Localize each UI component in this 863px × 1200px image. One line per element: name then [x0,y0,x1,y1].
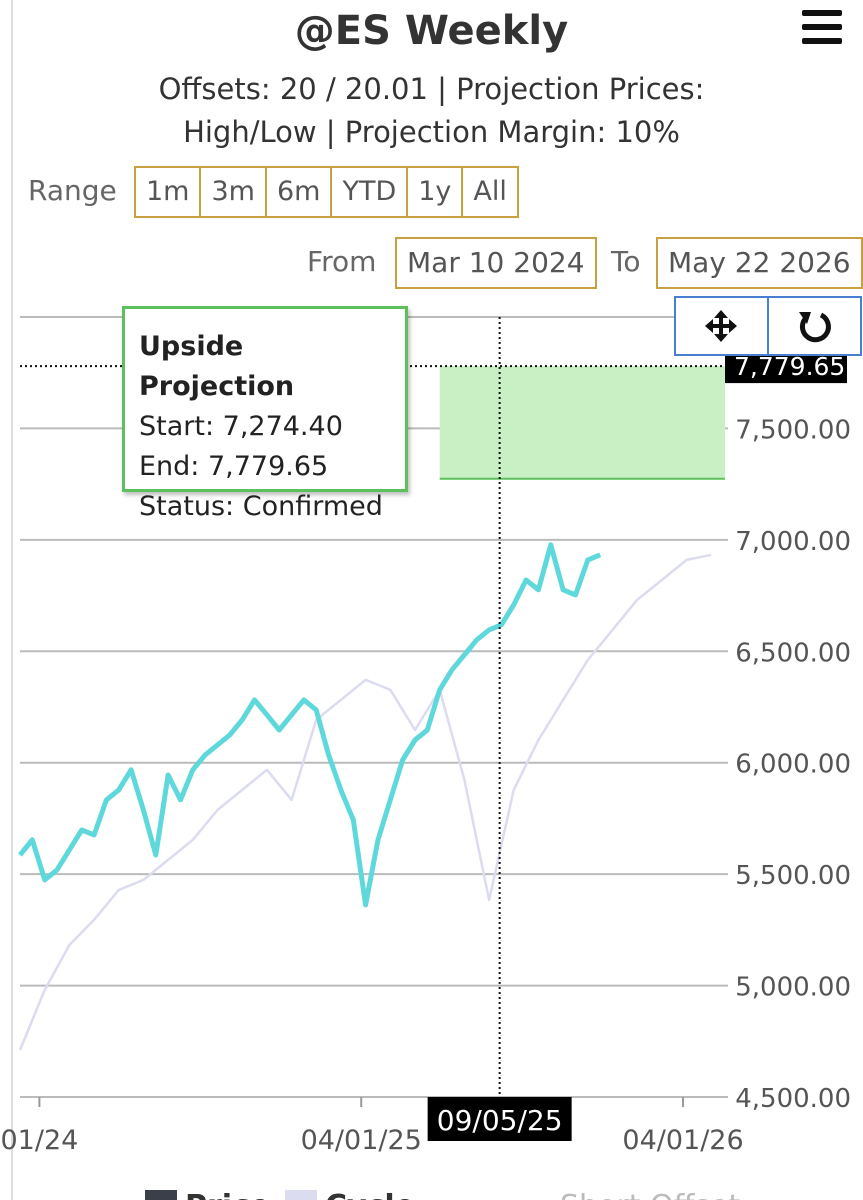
reset-icon [799,312,831,343]
legend-label: Price [185,1189,270,1200]
pan-icon [705,310,737,342]
tooltip-title: Upside Projection [139,331,295,402]
range-buttons: 1m 3m 6m YTD 1y All [134,166,519,218]
series-line [18,553,712,1051]
y-tick-label: 5,000.00 [735,973,851,1003]
x-tick-label: 01/24 [0,1125,78,1156]
chart-title: @ES Weekly [294,8,569,54]
tooltip: Upside Projection Start: 7,274.40 End: 7,… [122,306,408,522]
range-button[interactable]: 3m [201,168,267,216]
tooltip-line: Status: Confirmed [139,491,383,522]
chart-subtitle: Offsets: 20 / 20.01 | Projection Prices:… [158,72,705,149]
y-tick-label: 6,000.00 [735,750,851,780]
from-label: From [307,245,377,278]
tooltip-line: End: 7,779.65 [139,451,329,482]
projection-zone [439,366,725,479]
chart-tools [674,296,862,356]
to-input[interactable]: May 22 2026 [656,237,863,289]
range-button[interactable]: 1y [408,168,464,216]
from-input[interactable]: Mar 10 2024 [395,237,597,289]
range-button[interactable]: 6m [267,168,333,216]
y-tick-label: 6,500.00 [735,638,851,668]
x-tick-label: 04/01/25 [301,1125,422,1156]
menu-button[interactable] [802,10,842,52]
plot-layer [18,316,728,1107]
crosshair-y-label: 7,779.65 [734,352,845,381]
tooltip-line: Start: 7,274.40 [139,411,343,442]
pan-button[interactable] [676,298,769,354]
series-line [18,542,602,908]
range-button[interactable]: YTD [332,168,409,216]
y-tick-label: 7,500.00 [735,415,851,445]
range-label: Range [28,174,117,207]
y-tick-label: 7,000.00 [735,527,851,557]
to-label: To [611,245,641,278]
x-tick-label: 04/01/26 [622,1125,743,1156]
y-tick-label: 4,500.00 [735,1084,851,1114]
crosshair-x-box [427,1097,572,1141]
y-tick-label: 5,500.00 [735,861,851,891]
range-button[interactable]: All [473,176,507,207]
legend-swatch [285,1190,317,1200]
legend-swatch [145,1190,177,1200]
legend-label: Short Offset [560,1189,740,1200]
legend-label: Cycle [325,1189,415,1200]
crosshair-x-label: 09/05/25 [437,1104,563,1137]
reset-button[interactable] [769,298,860,354]
range-button[interactable]: 1m [136,168,202,216]
